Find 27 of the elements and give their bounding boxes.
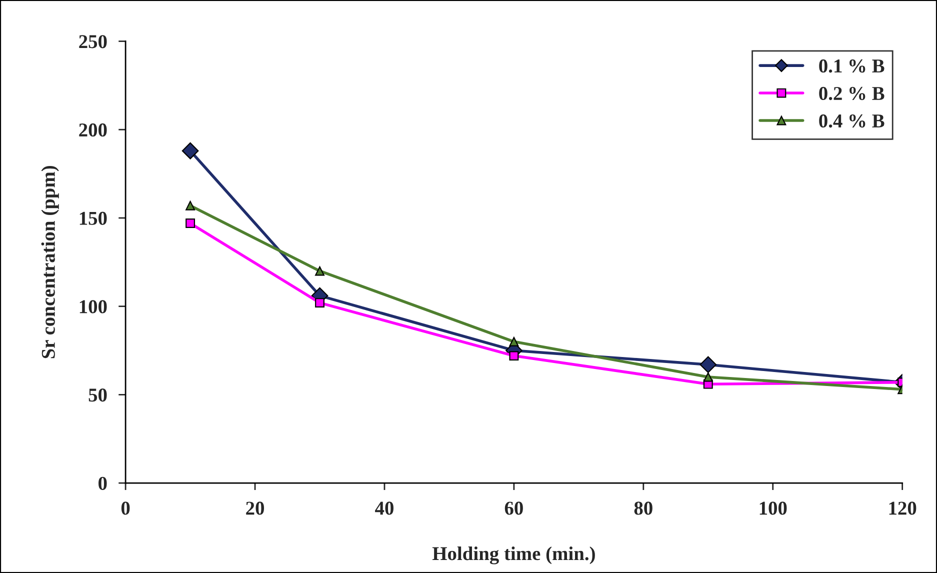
point xyxy=(315,298,324,308)
legend-label: 0.2 % B xyxy=(819,86,884,100)
point xyxy=(509,351,519,361)
x-tick-label: 0 xyxy=(121,502,130,515)
x-tick-label: 120 xyxy=(889,502,916,515)
point xyxy=(186,200,196,210)
y-tick-label: 50 xyxy=(88,388,107,402)
legend-label: 0.1 % B xyxy=(819,59,884,73)
point xyxy=(315,266,324,276)
x-tick-label: 40 xyxy=(375,502,394,515)
y-tick-label: 100 xyxy=(80,300,107,314)
legend-label: 0.4 % B xyxy=(819,114,884,128)
y-tick-label: 150 xyxy=(80,212,107,225)
y-tick-label: 200 xyxy=(79,123,107,137)
point xyxy=(186,218,196,228)
x-tick-label: 100 xyxy=(760,502,787,515)
x-axis-title: Holding time (min.) xyxy=(432,546,595,564)
point xyxy=(703,372,713,382)
y-tick-label: 0 xyxy=(98,476,107,490)
point xyxy=(509,336,519,346)
x-tick-label: 80 xyxy=(634,502,652,515)
point xyxy=(182,142,199,160)
point xyxy=(700,356,717,374)
x-tick-label: 20 xyxy=(246,502,264,515)
y-tick-label: 250 xyxy=(79,35,107,48)
x-tick-label: 60 xyxy=(504,502,523,515)
y-axis-title: Sr concentration (ppm) xyxy=(41,166,59,358)
